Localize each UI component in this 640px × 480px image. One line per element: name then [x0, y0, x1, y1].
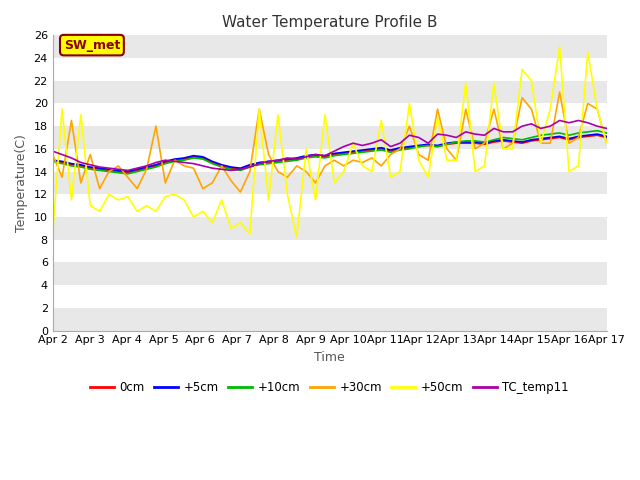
+30cm	[209, 180, 216, 186]
Bar	[52, 58, 607, 81]
Bar	[52, 194, 607, 217]
+10cm	[218, 164, 225, 170]
Bar	[52, 149, 607, 171]
TC_temp11	[124, 168, 132, 173]
TC_temp11	[556, 118, 563, 123]
Bar	[52, 217, 607, 240]
+50cm	[189, 214, 197, 220]
0cm	[237, 167, 244, 172]
0cm	[406, 145, 413, 151]
Bar	[52, 285, 607, 308]
Bar	[52, 308, 607, 331]
+50cm	[603, 140, 611, 146]
Line: TC_temp11: TC_temp11	[52, 120, 607, 170]
+50cm	[556, 44, 563, 49]
+10cm	[593, 128, 601, 133]
Text: SW_met: SW_met	[64, 38, 120, 52]
TC_temp11	[218, 167, 225, 172]
Bar	[52, 36, 607, 58]
+50cm	[143, 203, 150, 208]
Bar	[52, 240, 607, 263]
+10cm	[237, 168, 244, 173]
TC_temp11	[237, 167, 244, 172]
Bar	[52, 81, 607, 104]
+5cm	[49, 157, 56, 163]
+10cm	[246, 164, 253, 170]
+30cm	[49, 152, 56, 157]
+5cm	[603, 133, 611, 139]
+5cm	[246, 162, 253, 168]
+10cm	[603, 130, 611, 136]
+5cm	[124, 168, 132, 174]
+50cm	[406, 101, 413, 107]
Line: +10cm: +10cm	[52, 131, 607, 174]
0cm	[593, 132, 601, 138]
+5cm	[199, 154, 207, 160]
Bar	[52, 104, 607, 126]
+30cm	[227, 178, 235, 183]
+5cm	[237, 165, 244, 171]
TC_temp11	[406, 132, 413, 138]
0cm	[124, 170, 132, 176]
+30cm	[603, 140, 611, 146]
+10cm	[152, 164, 160, 170]
TC_temp11	[49, 148, 56, 154]
+30cm	[143, 167, 150, 172]
0cm	[152, 163, 160, 169]
+5cm	[593, 131, 601, 137]
TC_temp11	[603, 126, 611, 132]
0cm	[603, 134, 611, 140]
+5cm	[406, 144, 413, 149]
+50cm	[227, 226, 235, 231]
Line: 0cm: 0cm	[52, 135, 607, 173]
Y-axis label: Temperature(C): Temperature(C)	[15, 134, 28, 232]
Bar	[52, 263, 607, 285]
0cm	[49, 157, 56, 163]
X-axis label: Time: Time	[314, 351, 345, 364]
Line: +30cm: +30cm	[52, 92, 607, 192]
+5cm	[152, 162, 160, 168]
+5cm	[218, 162, 225, 168]
+50cm	[209, 220, 216, 226]
+50cm	[49, 231, 56, 237]
+50cm	[237, 220, 244, 226]
0cm	[246, 163, 253, 169]
+10cm	[199, 156, 207, 162]
+30cm	[406, 123, 413, 129]
+10cm	[406, 146, 413, 152]
Line: +50cm: +50cm	[52, 47, 607, 238]
0cm	[218, 163, 225, 169]
+10cm	[49, 158, 56, 164]
+50cm	[293, 235, 301, 240]
+30cm	[246, 168, 253, 174]
Bar	[52, 126, 607, 149]
+30cm	[237, 189, 244, 195]
Bar	[52, 171, 607, 194]
+30cm	[189, 165, 197, 171]
+10cm	[124, 171, 132, 177]
+30cm	[556, 89, 563, 95]
Legend: 0cm, +5cm, +10cm, +30cm, +50cm, TC_temp11: 0cm, +5cm, +10cm, +30cm, +50cm, TC_temp1…	[85, 376, 574, 398]
0cm	[199, 155, 207, 161]
TC_temp11	[246, 164, 253, 170]
TC_temp11	[199, 163, 207, 169]
Line: +5cm: +5cm	[52, 134, 607, 171]
Title: Water Temperature Profile B: Water Temperature Profile B	[222, 15, 437, 30]
TC_temp11	[152, 160, 160, 166]
